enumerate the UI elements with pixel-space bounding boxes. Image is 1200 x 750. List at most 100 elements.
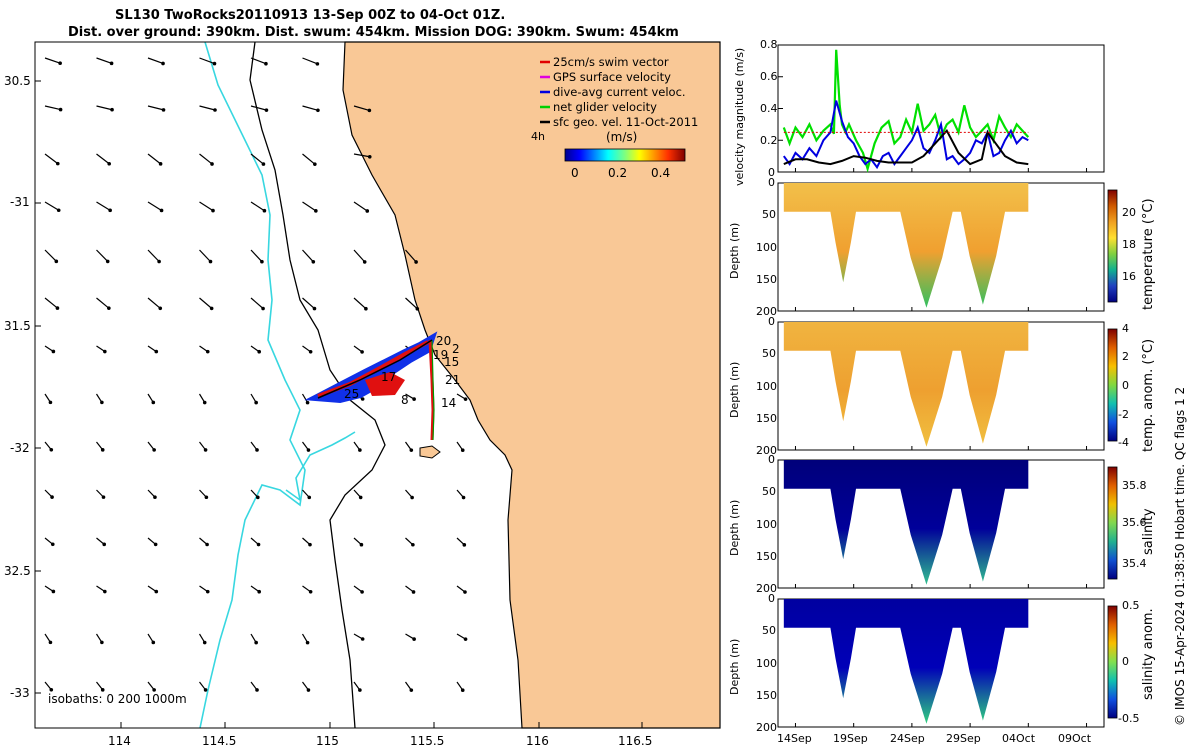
depth-tick: 50	[762, 624, 776, 637]
current-arrow-head	[360, 350, 364, 354]
island	[419, 445, 441, 459]
current-arrow-head	[311, 259, 316, 264]
depth-section-fill	[783, 183, 1029, 308]
current-arrow-head	[49, 447, 54, 452]
cbar-tick: 0	[1122, 655, 1129, 668]
current-arrow-head	[306, 688, 311, 692]
current-arrow-head	[159, 208, 164, 213]
current-arrow-head	[256, 542, 261, 547]
vel-y-tick: 0.2	[760, 134, 778, 147]
current-arrow-head	[105, 259, 110, 264]
current-arrow-head	[100, 448, 105, 452]
current-arrow-head	[205, 589, 210, 594]
depth-tick: 150	[756, 412, 777, 425]
current-arrow-head	[154, 349, 159, 354]
current-arrow-head	[314, 209, 318, 213]
map-x-tick: 116.5	[618, 734, 653, 748]
current-arrow	[96, 57, 112, 64]
current-arrow	[96, 249, 109, 262]
current-arrow-head	[365, 209, 370, 213]
cbar-tick: 18	[1122, 238, 1136, 251]
current-arrow-head	[54, 259, 59, 264]
current-arrow-head	[255, 688, 259, 692]
current-arrow-head	[260, 259, 264, 264]
cbar-tick: 20	[1122, 206, 1136, 219]
current-arrow	[199, 105, 216, 111]
figure-title-line1: SL130 TwoRocks20110913 13-Sep 00Z to 04-…	[115, 8, 506, 23]
time-tick: 09Oct	[1058, 732, 1092, 745]
cbar-tick: -4	[1118, 436, 1129, 449]
salinity-cbar-label: salinity	[1141, 508, 1156, 555]
current-arrow-head	[204, 495, 209, 500]
current-arrow-head	[463, 637, 468, 641]
current-arrow-head	[308, 590, 313, 594]
current-arrow-head	[158, 162, 163, 166]
map-x-tick: 114.5	[202, 734, 237, 748]
current-arrow	[147, 153, 161, 165]
current-arrow-head	[153, 542, 158, 547]
current-arrow	[199, 57, 215, 65]
current-arrow-head	[257, 349, 261, 354]
current-arrow-head	[412, 397, 416, 401]
current-arrow-head	[316, 108, 320, 113]
current-arrow-head	[360, 637, 365, 641]
current-arrow-head	[152, 688, 156, 692]
depth-tick: 200	[756, 305, 777, 318]
track-number: 15	[444, 355, 460, 369]
isobaths-label: isobaths: 0 200 1000m	[48, 692, 187, 706]
depth-tick: 0	[768, 592, 775, 605]
current-arrow	[302, 297, 315, 310]
current-arrow-head	[202, 400, 207, 405]
cbar-tick: 35.4	[1122, 557, 1147, 570]
current-arrow-head	[209, 306, 214, 311]
current-arrow-head	[305, 640, 310, 645]
current-arrow-head	[51, 589, 56, 594]
current-arrow-head	[255, 448, 259, 452]
current-arrow-head	[100, 400, 104, 405]
depth-tick: 100	[756, 518, 777, 531]
current-arrow	[147, 249, 160, 262]
map-x-tick: 116	[526, 734, 549, 748]
salinity-anom-cbar-label: salinity anom.	[1141, 608, 1156, 700]
current-arrow-head	[313, 162, 317, 166]
legend-time-tag: 4h	[531, 130, 545, 143]
track-number: 14	[441, 396, 457, 410]
current-arrow-head	[359, 542, 364, 547]
cbar-tick: -0.5	[1118, 712, 1140, 725]
credit-footer: © IMOS 15-Apr-2024 01:38:50 Hobart time.…	[1173, 386, 1187, 726]
current-arrow-head	[110, 107, 114, 112]
current-arrow	[405, 249, 417, 263]
track-number: 17	[381, 370, 397, 384]
legend-gps-velocity: GPS surface velocity	[553, 70, 671, 84]
cbar-tick: 16	[1122, 270, 1136, 283]
depth-tick: 150	[756, 550, 777, 563]
depth-tick: 50	[762, 347, 776, 360]
track-red-south	[428, 339, 435, 441]
current-arrow-head	[305, 400, 310, 405]
current-arrow	[147, 201, 162, 211]
current-arrow-head	[462, 543, 467, 547]
track-black-line	[317, 339, 433, 399]
current-arrow-head	[100, 688, 105, 692]
map-colorbar	[564, 148, 686, 162]
velocity-panel-frame	[777, 44, 1105, 173]
current-arrow	[302, 105, 319, 111]
current-arrow-head	[360, 397, 365, 401]
current-arrow-head	[107, 161, 111, 166]
cbar-tick: -2	[1118, 408, 1129, 421]
current-arrow-head	[409, 448, 414, 452]
current-arrow	[44, 105, 61, 111]
current-arrow-head	[48, 640, 53, 645]
current-arrow-head	[161, 61, 165, 66]
time-tick: 19Sep	[833, 732, 868, 745]
current-arrow-head	[212, 61, 217, 66]
legend-swim-vector: 25cm/s swim vector	[553, 55, 669, 69]
land-polygon	[342, 41, 721, 729]
map-y-tick: 31.5	[4, 319, 31, 333]
colorbar-tick: 0	[571, 166, 579, 180]
depth-tick: 200	[756, 721, 777, 734]
current-arrow-head	[412, 637, 416, 641]
depth-colorbar	[1107, 189, 1118, 303]
velocity-series-line	[783, 128, 1029, 166]
